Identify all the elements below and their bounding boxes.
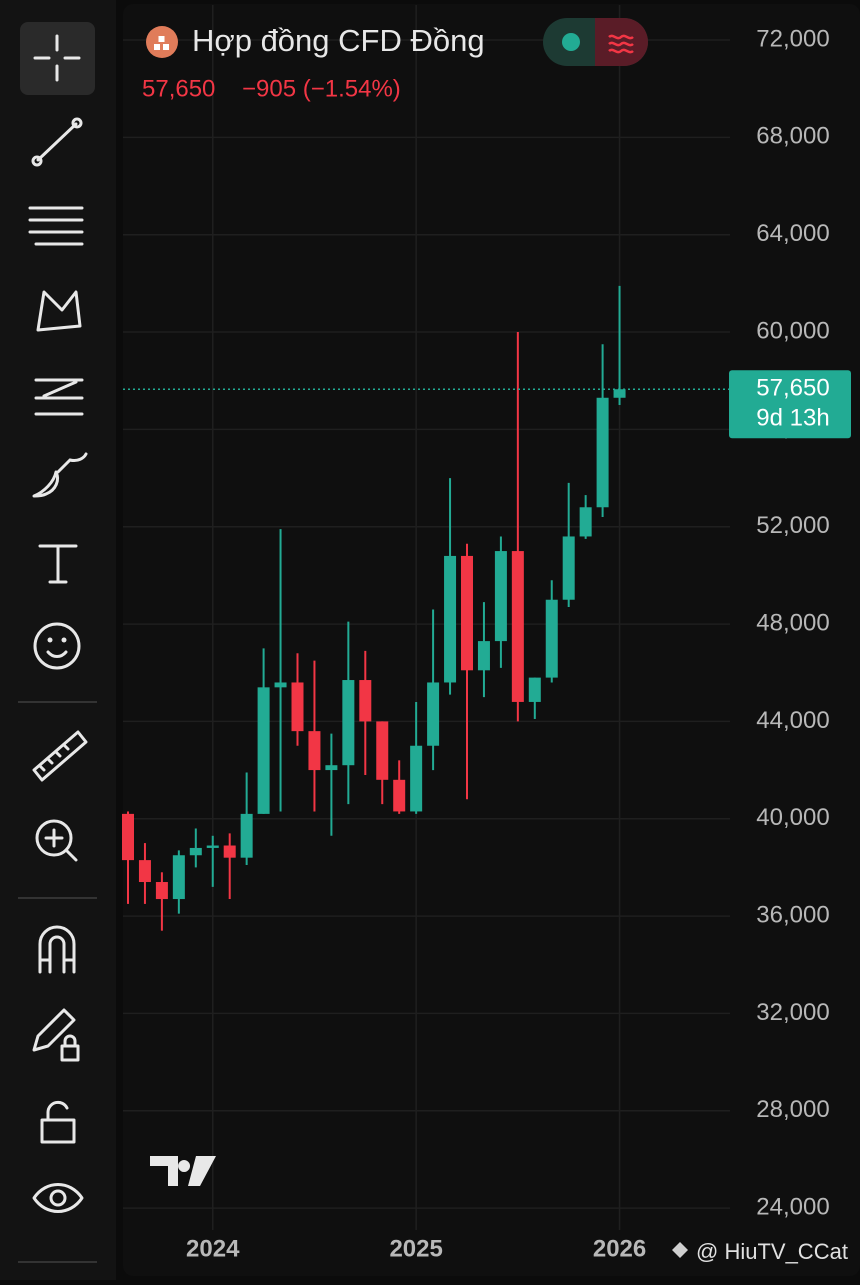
- candle-body: [206, 845, 219, 848]
- lock-drawings-icon[interactable]: [32, 1008, 80, 1062]
- emoji-eye: [61, 637, 67, 643]
- x-tick-label: 2024: [186, 1235, 240, 1262]
- price-badge-value: 57,650: [756, 375, 829, 402]
- candle-body: [376, 721, 389, 780]
- candle-body: [189, 847, 202, 856]
- status-pill-right: [595, 18, 648, 66]
- ruler-icon[interactable]: [32, 730, 88, 782]
- candle-body: [528, 677, 541, 702]
- candle-body: [410, 745, 423, 812]
- candle-body: [274, 682, 287, 688]
- candle-body: [579, 507, 592, 537]
- forecast-icon[interactable]: [34, 378, 84, 416]
- x-tick-label: 2026: [593, 1235, 646, 1262]
- market-open-dot: [562, 33, 580, 51]
- y-tick-label: 44,000: [756, 707, 829, 734]
- fib-icon[interactable]: [28, 206, 84, 246]
- candle-body: [172, 855, 185, 900]
- crosshair-icon[interactable]: [33, 34, 81, 82]
- candle-body: [325, 765, 338, 771]
- y-tick-label: 48,000: [756, 609, 829, 636]
- emoji-mouth: [46, 650, 68, 658]
- candle-body: [359, 680, 372, 722]
- y-tick-label: 60,000: [756, 317, 829, 344]
- candle-body: [494, 551, 507, 642]
- candle-body: [223, 845, 236, 858]
- y-tick-label: 52,000: [756, 512, 829, 539]
- plot: [122, 285, 730, 931]
- trend-line-icon[interactable]: [36, 122, 78, 162]
- candle-body: [308, 731, 321, 771]
- y-tick-label: 28,000: [756, 1096, 829, 1123]
- price-badge-countdown: 9d 13h: [756, 405, 829, 432]
- eye-icon[interactable]: [32, 1183, 84, 1213]
- grid: [123, 5, 730, 1230]
- eye-pupil: [49, 1189, 67, 1207]
- icon-dot: [71, 117, 83, 129]
- candle-body: [257, 687, 270, 814]
- unlock-icon[interactable]: [40, 1100, 76, 1144]
- header-price: 57,650: [142, 75, 215, 102]
- emoji-icon[interactable]: [33, 622, 81, 670]
- watermark: @ HiuTV_CCat: [696, 1239, 848, 1264]
- crosshair-tool[interactable]: [20, 22, 95, 95]
- candle-body: [138, 860, 151, 883]
- candle-body: [393, 779, 406, 812]
- candle-body: [240, 813, 253, 858]
- magnet-icon[interactable]: [38, 925, 76, 974]
- candle-body: [427, 682, 440, 746]
- y-tick-label: 72,000: [756, 25, 829, 52]
- tv-logo: [150, 1156, 216, 1186]
- candle-body: [444, 555, 457, 683]
- watermark-logo: [672, 1242, 688, 1258]
- icon-dot: [31, 155, 43, 167]
- candle-body: [342, 680, 355, 766]
- tool-icons[interactable]: [18, 22, 97, 1263]
- candle-body: [122, 813, 134, 861]
- text-icon[interactable]: [38, 544, 78, 584]
- candle-body: [477, 641, 490, 671]
- y-tick-label: 36,000: [756, 901, 829, 928]
- candle-body: [291, 682, 304, 732]
- zoom-icon[interactable]: [35, 819, 73, 857]
- pattern-icon[interactable]: [36, 290, 82, 332]
- price-badge: [729, 370, 851, 439]
- y-tick-label: 68,000: [756, 123, 829, 150]
- y-tick-label: 32,000: [756, 999, 829, 1026]
- candle-body: [562, 536, 575, 600]
- symbol-title: Hợp đồng CFD Đồng: [192, 23, 485, 58]
- x-tick-label: 2025: [389, 1235, 442, 1262]
- chart-panel: [123, 4, 860, 1276]
- candle-body: [613, 389, 626, 398]
- candle-body: [511, 551, 524, 702]
- candle-body: [545, 599, 558, 678]
- symbol-glyph: [154, 36, 169, 50]
- header-change: −905 (−1.54%): [242, 75, 401, 102]
- zoom-plus: [44, 828, 78, 862]
- candle-body: [155, 882, 168, 900]
- brush-icon[interactable]: [32, 452, 88, 498]
- y-tick-label: 64,000: [756, 220, 829, 247]
- y-tick-label: 40,000: [756, 804, 829, 831]
- emoji-eye: [47, 637, 53, 643]
- candle-body: [461, 555, 473, 671]
- y-tick-label: 24,000: [756, 1193, 829, 1220]
- candle-body: [596, 397, 609, 508]
- delay-icon: [608, 34, 634, 54]
- toolbar: [0, 0, 116, 1280]
